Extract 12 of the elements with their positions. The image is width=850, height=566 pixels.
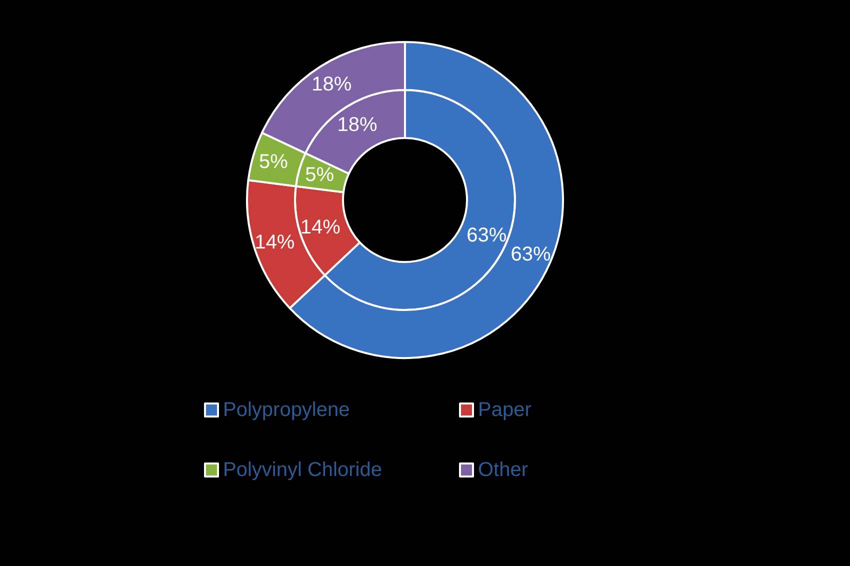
legend-label: Other [478,459,528,481]
data-label: 5% [258,150,288,173]
legend-label: Paper [478,399,532,421]
data-label: 14% [300,216,341,239]
data-label: 5% [305,164,334,186]
data-label: 18% [337,114,378,136]
data-label: 63% [510,243,551,266]
data-label: 63% [466,224,507,246]
legend-label: Polyvinyl Chloride [223,459,382,481]
data-label: 18% [312,73,352,96]
data-label: 14% [254,231,295,254]
legend-label: Polypropylene [223,399,350,421]
